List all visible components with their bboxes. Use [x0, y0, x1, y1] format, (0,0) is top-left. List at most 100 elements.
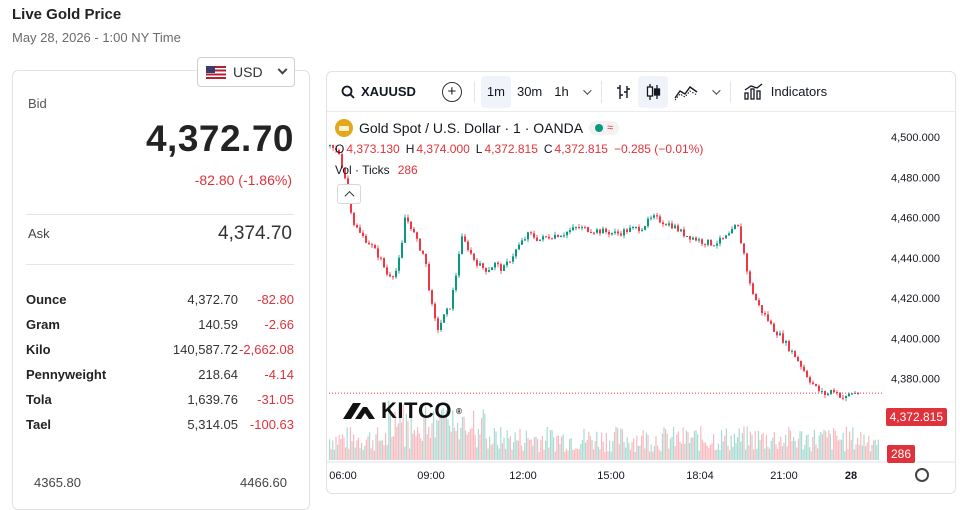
indicators-button[interactable]: Indicators [737, 76, 833, 108]
volume-bar [514, 432, 516, 460]
compare-button[interactable]: + [436, 76, 468, 108]
candle-body [410, 221, 412, 229]
bars-style-button[interactable] [608, 76, 638, 108]
market-status-badge[interactable]: ≈ [589, 121, 620, 135]
candles-style-button[interactable] [637, 75, 668, 108]
volume-bar [423, 418, 425, 460]
volume-bar [841, 439, 843, 460]
candle-body [791, 350, 793, 352]
volume-bar [540, 440, 542, 460]
volume-bar [513, 442, 515, 460]
volume-bar [725, 428, 727, 460]
volume-bar [713, 434, 715, 460]
volume-bar [695, 430, 697, 460]
volume-bar [756, 448, 758, 460]
interval-dropdown[interactable] [575, 76, 595, 108]
volume-bar [508, 438, 510, 460]
volume-bar [425, 406, 427, 460]
unit-change: -4.14 [264, 367, 294, 382]
y-tick-label: 4,480.000 [891, 172, 940, 184]
volume-bar [391, 436, 393, 460]
chart-panel[interactable]: 4,500.000 4,480.000 4,460.000 4,440.000 4,42… [326, 71, 956, 494]
volume-bar [761, 434, 763, 460]
volume-bar [804, 444, 806, 460]
volume-bar [634, 451, 636, 460]
volume-bar [626, 437, 628, 460]
candle-body [587, 227, 589, 232]
candle-body [629, 227, 631, 232]
volume-bar [631, 442, 633, 460]
interval-30m[interactable]: 30m [516, 84, 543, 99]
candle-body [836, 391, 838, 393]
candle-body [707, 239, 709, 245]
candle-body [731, 228, 733, 234]
volume-bar [498, 448, 500, 460]
currency-select[interactable]: USD [197, 57, 295, 87]
gear-icon[interactable] [915, 468, 929, 482]
volume-bar [485, 438, 487, 460]
volume-bar [853, 449, 855, 460]
volume-bar [431, 423, 433, 460]
volume-bar [852, 427, 854, 460]
volume-bar [399, 412, 401, 460]
candle-body [617, 231, 619, 234]
volume-bar [783, 442, 785, 460]
price-chart[interactable]: 4,500.000 4,480.000 4,460.000 4,440.000 4,42… [327, 72, 956, 494]
collapse-legend-button[interactable] [337, 184, 361, 204]
volume-bar [620, 428, 622, 460]
unit-row-pennyweight: Pennyweight 218.64 -4.14 [26, 362, 294, 387]
candle-body [407, 217, 409, 222]
volume-bar [655, 436, 657, 460]
candle-body [644, 226, 646, 230]
volume-bar [557, 435, 559, 460]
volume-bar [487, 448, 489, 460]
candle-body [614, 231, 616, 233]
volume-bar [439, 416, 441, 460]
volume-bar [769, 448, 771, 460]
candle-body [473, 253, 475, 260]
volume-bar [629, 449, 631, 460]
volume-bar [583, 428, 585, 460]
candle-body [752, 283, 754, 295]
volume-bar [546, 427, 548, 460]
volume-bar [441, 410, 443, 460]
symbol-search-button[interactable]: XAUUSD [335, 76, 422, 108]
volume-label: Vol · Ticks [335, 163, 390, 177]
candle-body [848, 393, 850, 396]
interval-1m[interactable]: 1m [480, 75, 511, 108]
candle-body [710, 239, 712, 246]
volume-bar [642, 430, 644, 460]
volume-bar [365, 439, 367, 460]
interval-1h[interactable]: 1h [554, 84, 569, 99]
candle-body [563, 235, 565, 237]
currency-select-value: USD [233, 64, 263, 80]
volume-bar [647, 434, 649, 460]
volume-bar [433, 410, 435, 460]
volume-bar [578, 449, 580, 460]
candle-body [437, 318, 439, 330]
volume-bar [860, 432, 862, 460]
chart-type-dropdown[interactable] [704, 76, 724, 108]
volume-bar [525, 430, 527, 460]
candle-body [803, 366, 805, 371]
area-style-button[interactable] [668, 76, 704, 108]
candle-body [512, 256, 514, 262]
volume-bar [429, 438, 431, 460]
ohlc-close: 4,372.815 [554, 142, 608, 156]
candle-body [356, 224, 358, 228]
candle-body [509, 261, 511, 263]
candle-body [362, 232, 364, 236]
chevron-down-icon [277, 64, 288, 75]
volume-bar [719, 449, 721, 460]
volume-value: 286 [397, 163, 418, 177]
volume-bar [607, 451, 609, 460]
volume-bar [821, 434, 823, 460]
volume-bar [658, 449, 660, 460]
volume-bar [711, 443, 713, 460]
volume-bar [652, 451, 654, 460]
candle-body [395, 270, 397, 278]
candle-body [545, 236, 547, 238]
candle-body [434, 303, 436, 319]
volume-bar [580, 443, 582, 460]
unit-name: Ounce [26, 292, 67, 307]
